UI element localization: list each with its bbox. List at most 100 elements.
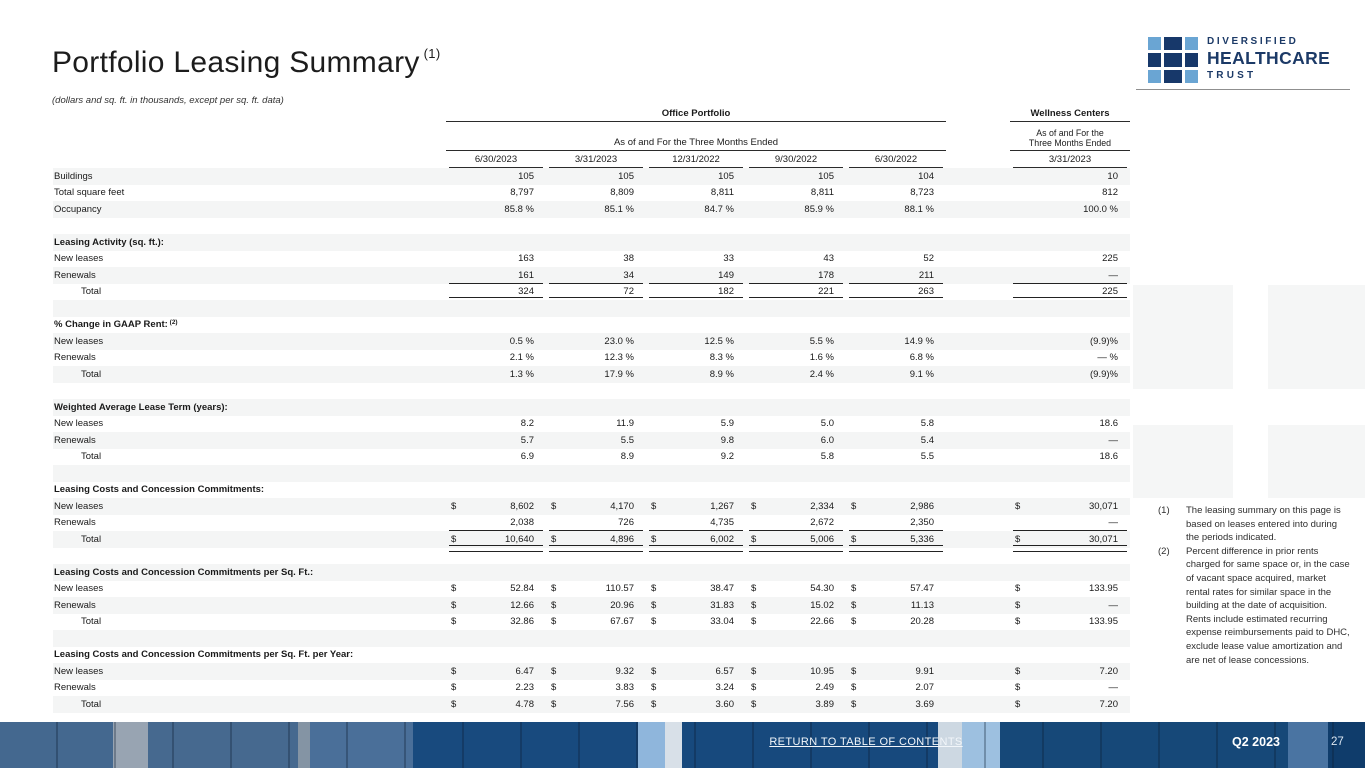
value-cell: $20.28 — [851, 616, 934, 628]
value-cell — [1010, 300, 1130, 317]
column-date: 3/31/2023 — [546, 151, 646, 168]
value-cell: $11.13 — [851, 599, 934, 611]
footnote-text: Percent difference in prior rents charge… — [1186, 545, 1350, 666]
value-cell: $4.78 — [451, 698, 534, 710]
table-row: Buildings 105 105 105 105 104 10 — [53, 168, 1130, 185]
ghost-block — [1133, 425, 1233, 498]
value-cell: — — [1010, 515, 1130, 532]
value-cell: 85.9 % — [804, 203, 834, 215]
value-cell: $1,267 — [651, 500, 734, 512]
value-cell — [1010, 548, 1130, 565]
value-cell — [646, 482, 746, 499]
value-cell: $30,071 — [1010, 531, 1130, 551]
wellness-subheader: As of and For the Three Months Ended — [1010, 122, 1130, 151]
column-date: 9/30/2022 — [746, 151, 846, 168]
value-cell — [646, 317, 746, 334]
value-cell — [1010, 218, 1130, 235]
value-cell: $ — — [1015, 599, 1118, 611]
value-cell — [846, 482, 946, 499]
value-cell: $33.04 — [651, 616, 734, 628]
value-cell: $4,896 — [546, 531, 646, 551]
footer-image-strip: RETURN TO TABLE OF CONTENTS Q2 2023 27 — [0, 722, 1365, 768]
value-cell — [446, 218, 546, 235]
value-cell — [646, 383, 746, 400]
value-cell: — — [1010, 267, 1130, 284]
value-cell — [546, 465, 646, 482]
value-cell — [846, 548, 946, 565]
value-cell: $2,334 — [751, 500, 834, 512]
page-number: 27 — [1331, 736, 1344, 748]
value-cell — [646, 218, 746, 235]
value-cell: 225 — [1102, 253, 1118, 265]
row-label: New leases — [54, 583, 104, 595]
table-row: Renewals 161 34 149 178 211 — — [53, 267, 1130, 284]
table-row: Leasing Costs and Concession Commitments… — [53, 647, 1130, 664]
value-cell: $9.91 — [851, 665, 934, 677]
value-cell — [846, 383, 946, 400]
value-cell — [446, 300, 546, 317]
value-cell: 5.7 — [520, 434, 534, 446]
value-cell: 324 — [446, 284, 546, 304]
table-row: Leasing Costs and Concession Commitments… — [53, 564, 1130, 581]
value-cell: 43 — [823, 253, 834, 265]
table-row: Renewals 2.1 % 12.3 % 8.3 % 1.6 % 6.8 % — % — [53, 350, 1130, 367]
value-cell: 8.9 % — [709, 368, 734, 380]
dht-logo-squares-icon — [1148, 37, 1198, 83]
value-cell: 5.9 — [720, 418, 734, 430]
value-cell: 105 — [618, 170, 634, 182]
table-row: Occupancy 85.8 % 85.1 % 84.7 % 85.9 % 88.1 % 1… — [53, 201, 1130, 218]
page-subtitle: (dollars and sq. ft. in thousands, excep… — [52, 95, 284, 106]
return-to-toc-link[interactable]: RETURN TO TABLE OF CONTENTS — [769, 736, 963, 748]
value-cell: 163 — [518, 253, 534, 265]
row-label: Buildings — [54, 170, 93, 182]
value-cell: 104 — [918, 170, 934, 182]
value-cell: 8.2 — [520, 418, 534, 430]
value-cell — [746, 218, 846, 235]
value-cell: $67.67 — [551, 616, 634, 628]
value-cell — [746, 564, 846, 581]
title-footnote-marker: (1) — [423, 46, 441, 61]
value-cell — [446, 383, 546, 400]
table-date-header-row: 6/30/2023 3/31/2023 12/31/2022 9/30/2022… — [53, 151, 1130, 168]
value-cell — [546, 647, 646, 664]
column-date: 6/30/2023 — [446, 151, 546, 168]
value-cell: 2,038 — [446, 515, 546, 532]
value-cell: $30,071 — [1015, 500, 1118, 512]
value-cell: $9.32 — [551, 665, 634, 677]
value-cell: $57.47 — [851, 583, 934, 595]
office-subheader: As of and For the Three Months Ended — [446, 122, 946, 151]
value-cell — [646, 300, 746, 317]
value-cell: 4,735 — [646, 515, 746, 532]
value-cell — [446, 317, 546, 334]
value-cell: 88.1 % — [904, 203, 934, 215]
value-cell: 12.5 % — [704, 335, 734, 347]
row-label: New leases — [54, 335, 104, 347]
value-cell: $10,640 — [446, 531, 546, 551]
value-cell — [746, 300, 846, 317]
row-label: Total — [81, 616, 102, 628]
value-cell — [646, 630, 746, 647]
leasing-summary-table: Office Portfolio Wellness Centers As of … — [53, 104, 1130, 713]
spacer-row — [53, 548, 1130, 565]
value-cell: 263 — [846, 284, 946, 304]
ghost-block — [1268, 425, 1365, 498]
logo-line3: TRUST — [1207, 69, 1257, 81]
quarter-label: Q2 2023 — [1232, 735, 1280, 749]
value-cell — [546, 564, 646, 581]
value-cell: 9.1 % — [909, 368, 934, 380]
value-cell — [546, 383, 646, 400]
value-cell — [546, 234, 646, 251]
value-cell: $4,170 — [551, 500, 634, 512]
table-row: New leases 163 38 33 43 52 225 — [53, 251, 1130, 268]
value-cell: $3.60 — [651, 698, 734, 710]
value-cell — [646, 647, 746, 664]
value-cell: 23.0 % — [604, 335, 634, 347]
table-row: New leases 0.5 % 23.0 % 12.5 % 5.5 % 14.9 % (9… — [53, 333, 1130, 350]
value-cell — [1010, 399, 1130, 416]
table-row: Total 6.9 8.9 9.2 5.8 5.5 18.6 — [53, 449, 1130, 466]
table-subheader-row: As of and For the Three Months Ended As … — [53, 122, 1130, 151]
row-label: Renewals — [54, 434, 96, 446]
value-cell: 6.9 — [520, 451, 534, 463]
row-label: Occupancy — [54, 203, 102, 215]
wellness-centers-header: Wellness Centers — [1010, 104, 1130, 122]
